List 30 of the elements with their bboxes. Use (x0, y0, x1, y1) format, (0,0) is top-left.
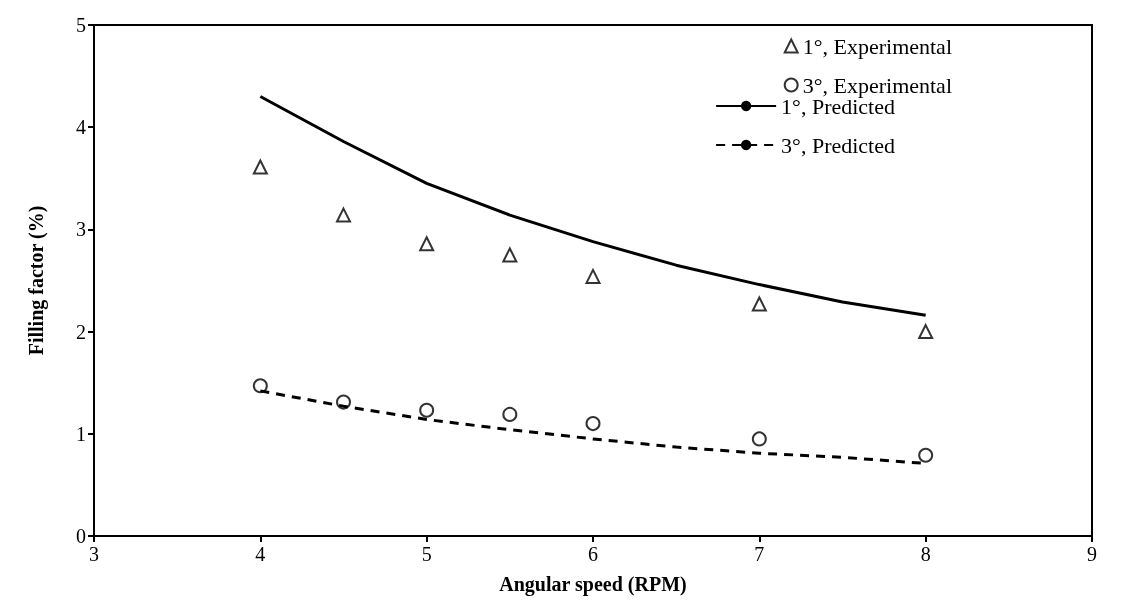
point (751, 296, 767, 312)
y-tick-label: 1 (76, 422, 86, 445)
x-tick-label: 4 (255, 543, 266, 565)
point (419, 402, 435, 418)
x-tick-label: 7 (754, 543, 765, 565)
point (252, 378, 268, 394)
point (502, 406, 518, 422)
y-tick-label: 0 (76, 525, 86, 547)
point (336, 207, 351, 223)
point (585, 416, 601, 432)
y-tick-label: 2 (76, 320, 86, 343)
point (918, 324, 934, 340)
y-axis-title: Filling factor (%) (25, 205, 48, 356)
point (419, 236, 435, 252)
y-tick-label: 3 (76, 218, 86, 241)
x-tick-label: 6 (588, 543, 598, 565)
x-tick-label: 5 (421, 543, 432, 565)
y-tick-label: 4 (76, 116, 86, 139)
point (918, 447, 934, 463)
point (585, 268, 601, 284)
y-tick-label: 5 (76, 14, 86, 36)
x-axis-title: Angular speed (RPM) (499, 573, 687, 596)
legend-label: 3°, Predicted (781, 132, 896, 158)
point (252, 159, 268, 175)
x-tick-label: 9 (1087, 543, 1097, 565)
point (502, 247, 518, 263)
legend-label: 3°, Experimental (802, 72, 953, 98)
point (751, 431, 767, 447)
legend-label: 1°, Experimental (802, 33, 953, 59)
x-tick-label: 8 (920, 543, 931, 565)
